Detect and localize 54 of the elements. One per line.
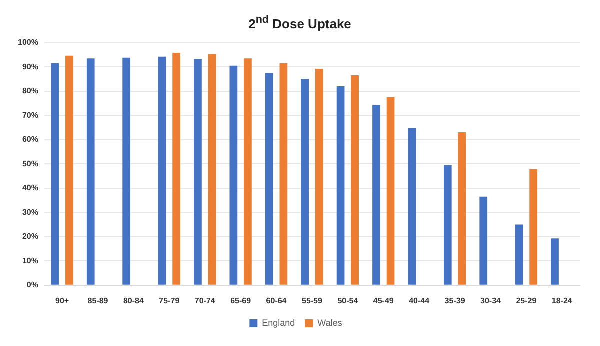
y-tick-label: 70% [22, 110, 38, 120]
legend-label: England [262, 318, 296, 328]
bar [480, 196, 488, 285]
y-tick-label: 80% [22, 86, 38, 96]
bar [386, 97, 395, 285]
bar [351, 76, 359, 285]
bar [372, 105, 380, 285]
x-tick-label: 50-54 [338, 296, 359, 306]
x-tick-label: 25-29 [516, 296, 538, 306]
x-tick-label: 80-84 [123, 296, 144, 306]
x-tick-label: 45-49 [373, 296, 394, 306]
y-tick-label: 30% [22, 208, 38, 217]
x-tick-label: 85-89 [88, 296, 109, 306]
y-tick-label: 10% [22, 256, 38, 266]
y-tick-label: 50% [22, 159, 38, 168]
bar [51, 63, 60, 285]
x-tick-label: 30-34 [480, 296, 502, 306]
x-tick-label: 35-39 [444, 296, 466, 306]
bar [530, 169, 538, 285]
bar [230, 66, 238, 285]
y-tick-label: 100% [18, 38, 38, 48]
x-tick-label: 90+ [56, 296, 70, 306]
bar [336, 86, 345, 285]
bar [515, 224, 524, 285]
bar [208, 54, 216, 285]
x-tick-label: 75-79 [159, 296, 180, 306]
bar [194, 59, 202, 285]
bar [280, 63, 288, 285]
bar [315, 69, 324, 285]
bar [301, 79, 310, 285]
bar [408, 128, 416, 285]
x-tick-label: 65-69 [230, 296, 252, 306]
bar [444, 165, 452, 285]
bar [86, 58, 95, 285]
y-tick-label: 60% [22, 135, 38, 144]
y-tick-label: 90% [22, 62, 38, 72]
x-tick-label: 70-74 [194, 296, 216, 306]
bar [265, 73, 274, 285]
y-tick-label: 0% [26, 280, 38, 290]
x-tick-label: 60-64 [266, 296, 288, 306]
bar [122, 58, 131, 285]
x-tick-label: 40-44 [409, 296, 430, 306]
y-tick-label: 20% [22, 232, 38, 242]
legend-label: Wales [318, 318, 343, 328]
y-tick-label: 40% [22, 184, 38, 193]
x-tick-label: 55-59 [302, 296, 324, 306]
bar [66, 56, 74, 285]
bar [158, 56, 166, 285]
bar [172, 52, 180, 285]
bar [551, 238, 559, 285]
bar [458, 132, 466, 285]
chart-title: 2$^{nd}$ Dose Uptake [248, 13, 352, 32]
x-tick-label: 18-24 [552, 296, 573, 306]
bar [244, 58, 252, 285]
